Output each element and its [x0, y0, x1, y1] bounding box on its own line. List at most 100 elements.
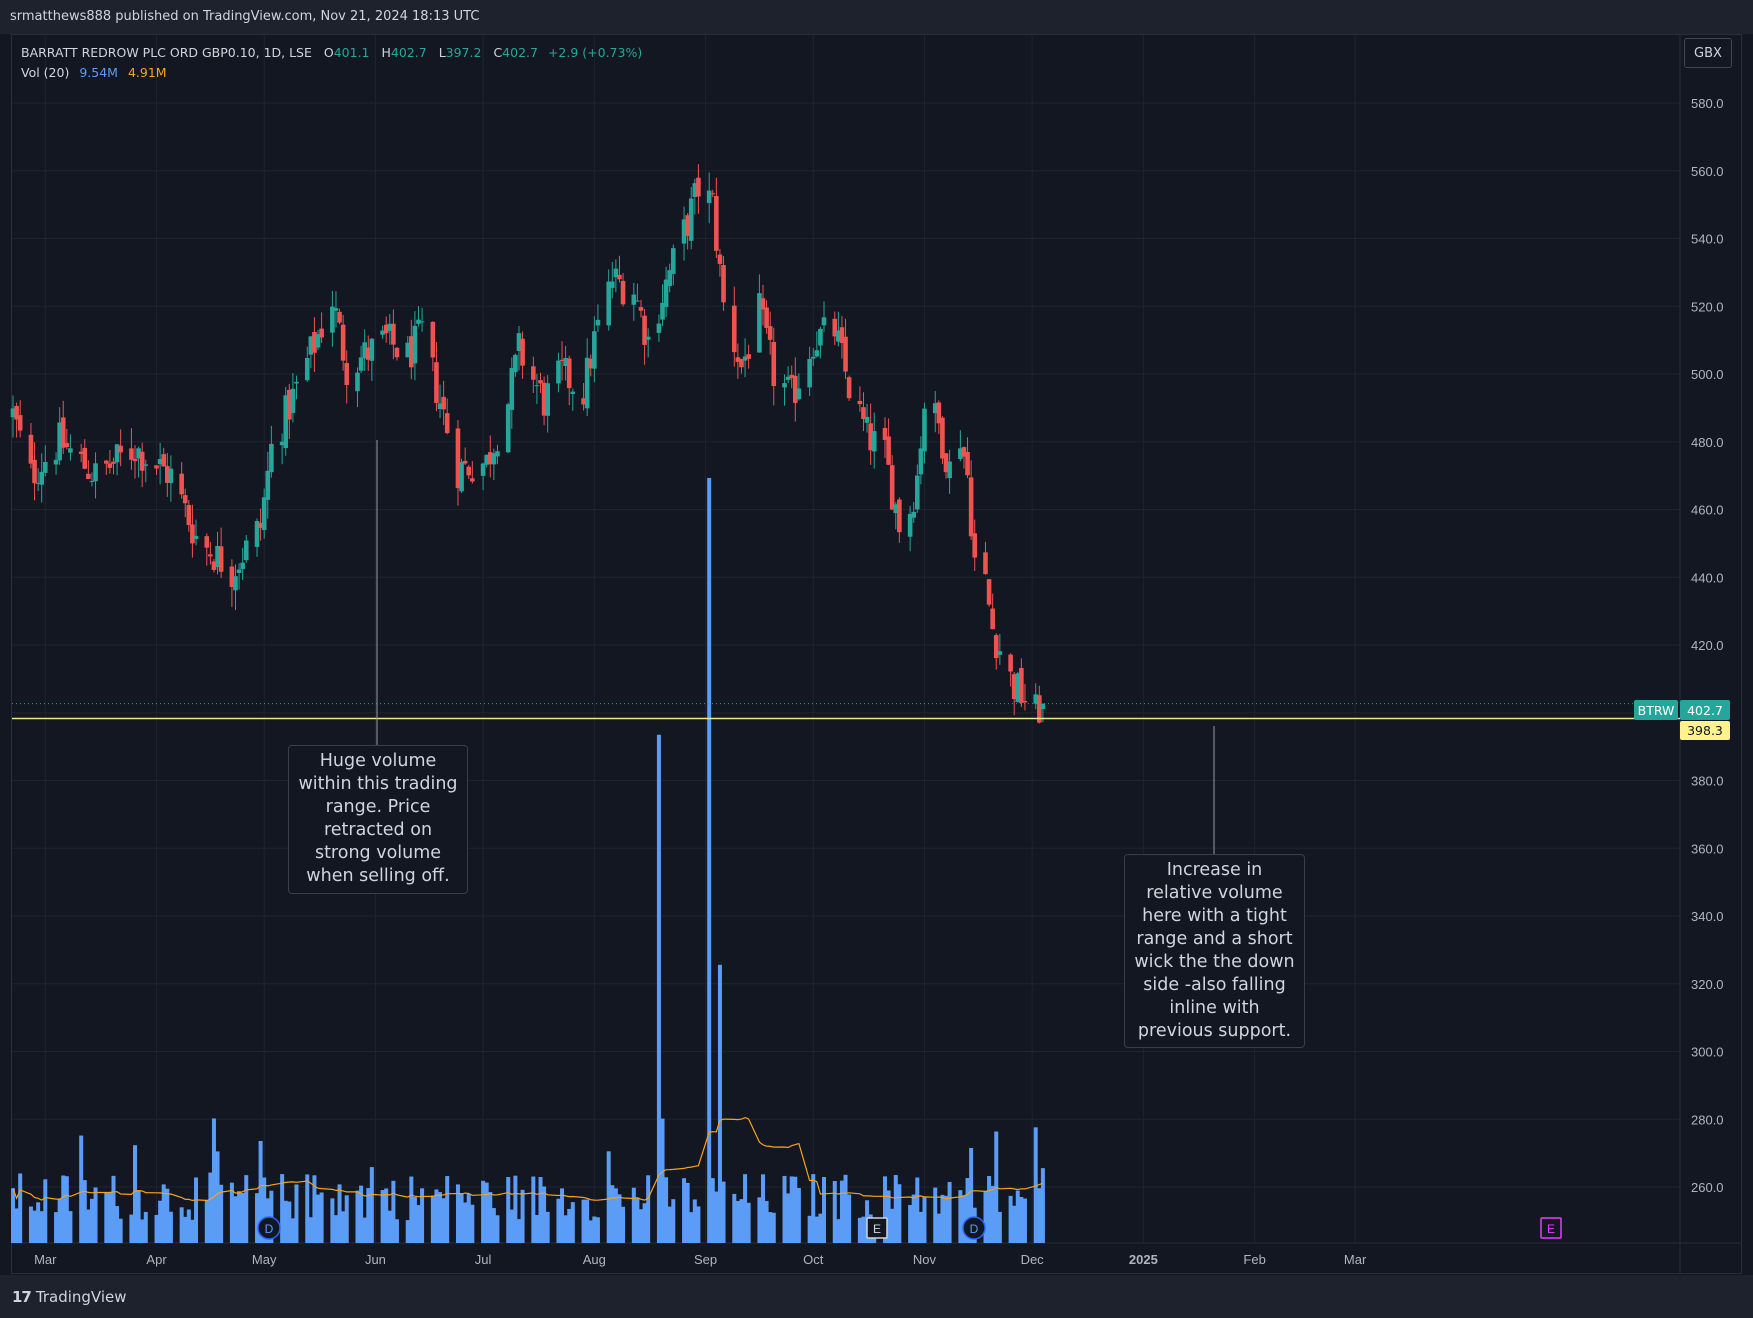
candle: [330, 290, 335, 347]
annotation-left[interactable]: Huge volume within this trading range. Pri…: [288, 745, 468, 894]
x-axis-tick-label: Oct: [803, 1252, 824, 1267]
candle-body: [236, 569, 242, 574]
tradingview-brand[interactable]: 17 TradingView: [12, 1288, 127, 1306]
candle-body: [86, 473, 91, 479]
volume-bar: [811, 1174, 816, 1243]
candle: [89, 472, 95, 487]
candle: [592, 316, 597, 383]
volume-bar: [911, 1194, 916, 1243]
annotation-right-line: side -also falling: [1143, 975, 1286, 995]
currency-button[interactable]: GBX: [1684, 38, 1732, 68]
candle-body: [714, 195, 719, 251]
candle: [692, 178, 698, 215]
candle: [520, 331, 525, 379]
volume-bar: [509, 1209, 514, 1243]
volume-bar: [28, 1206, 33, 1243]
x-axis-tick-label: Aug: [583, 1252, 606, 1267]
volume-bar: [384, 1188, 389, 1243]
volume-bar: [441, 1198, 446, 1243]
volume-bar: [420, 1188, 425, 1243]
earnings-event-icon[interactable]: E: [1540, 1217, 1562, 1239]
candle-body: [405, 342, 411, 358]
candle: [344, 350, 350, 404]
volume-bar: [534, 1214, 539, 1243]
annotation-right[interactable]: Increase in relative volume here with a ti…: [1124, 854, 1305, 1048]
candle: [283, 386, 289, 456]
candle-body: [261, 497, 267, 531]
candle-body: [915, 475, 920, 510]
x-axis-tick-label: Apr: [146, 1252, 167, 1267]
volume-bar: [560, 1188, 565, 1243]
candle-body: [972, 533, 978, 558]
volume-bar: [409, 1176, 414, 1243]
candle: [918, 436, 924, 485]
candle: [792, 357, 798, 422]
candle: [897, 497, 902, 543]
dividend-event-icon[interactable]: D: [962, 1216, 986, 1240]
candle-body: [505, 404, 511, 453]
volume-bar: [305, 1174, 310, 1243]
candle: [265, 451, 271, 519]
candle-body: [89, 480, 95, 482]
candle-body: [581, 398, 586, 405]
candle: [53, 452, 59, 475]
candle-body: [771, 341, 777, 387]
candle: [315, 330, 321, 351]
candle-body: [864, 416, 870, 423]
candle: [484, 454, 489, 468]
volume-bar: [359, 1185, 364, 1243]
ticker-tag: BTRW: [1634, 700, 1678, 720]
candle-body: [1015, 673, 1021, 703]
candle: [631, 282, 637, 321]
candle: [922, 402, 927, 464]
volume-bar: [64, 1176, 69, 1243]
candle: [721, 256, 726, 311]
candle-body: [559, 359, 565, 361]
candle: [82, 439, 88, 470]
candle: [365, 335, 371, 372]
candle: [861, 392, 866, 432]
candle-body: [143, 464, 149, 466]
volume-bar: [793, 1176, 798, 1243]
candle: [416, 306, 421, 327]
x-axis-tick-label: Feb: [1243, 1252, 1265, 1267]
volume-bar: [757, 1197, 762, 1243]
candle: [60, 400, 66, 454]
candle-body: [17, 415, 23, 431]
candle-body: [710, 193, 716, 195]
volume-bar: [768, 1212, 773, 1243]
candle: [796, 373, 802, 401]
volume-bar: [692, 1199, 697, 1243]
y-axis-tick-label: 360.0: [1691, 841, 1724, 856]
volume-bar: [1022, 1198, 1027, 1243]
x-axis-tick-label: Jul: [475, 1252, 492, 1267]
earnings-event-icon[interactable]: E: [866, 1217, 888, 1239]
candle: [821, 301, 827, 332]
volume-bar: [617, 1194, 622, 1243]
candle-body: [118, 445, 123, 453]
volume-bar: [556, 1198, 561, 1243]
candle: [588, 354, 594, 377]
candle-body: [907, 513, 913, 537]
candle: [735, 343, 741, 379]
candle-body: [294, 381, 299, 384]
volume-bar: [283, 1200, 288, 1243]
candle-body: [721, 265, 726, 303]
candle-body: [168, 468, 174, 484]
candle-body: [484, 454, 489, 465]
candle: [337, 308, 342, 325]
candle-body: [685, 215, 690, 236]
candle-body: [132, 458, 138, 462]
candle: [538, 372, 543, 394]
volume-bar: [585, 1199, 590, 1243]
volume-bar: [57, 1198, 62, 1243]
candle-body: [706, 190, 712, 203]
candle: [308, 335, 314, 369]
dividend-event-icon[interactable]: D: [257, 1216, 281, 1240]
candle: [757, 274, 762, 353]
candle-body: [731, 305, 737, 353]
candle-body: [290, 388, 296, 413]
candle-body: [760, 298, 766, 310]
candle: [114, 444, 120, 476]
